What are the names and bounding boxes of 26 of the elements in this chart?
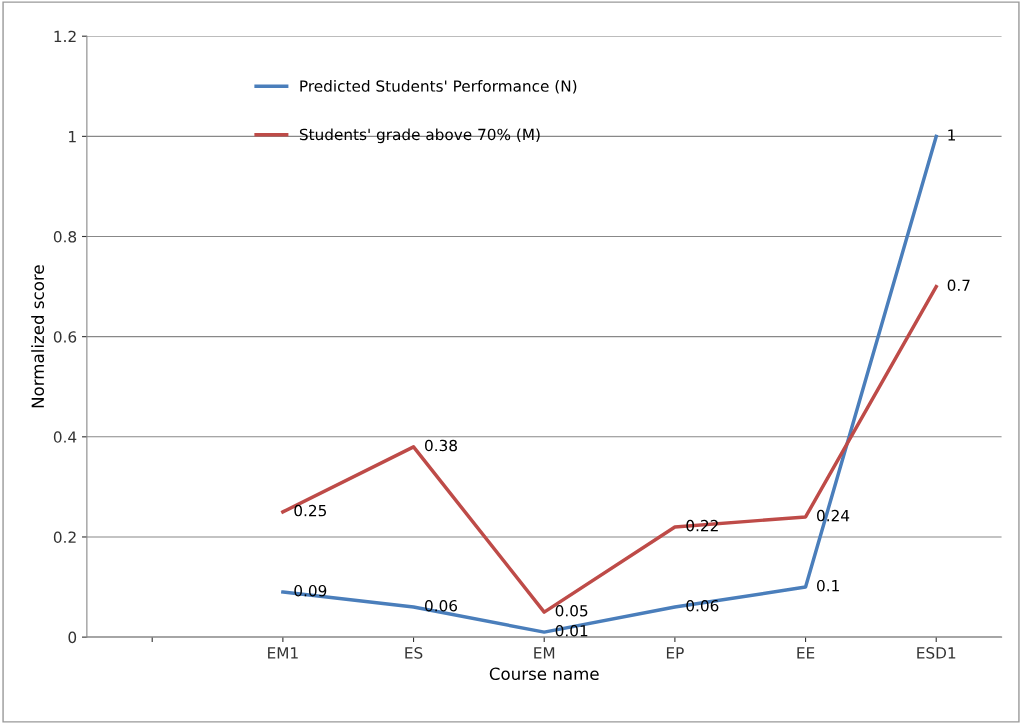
data-label: 0.05: [555, 604, 588, 617]
x-tick-label: EM1: [268, 647, 298, 659]
data-label: 0.09: [294, 584, 327, 597]
x-tick-label: EE: [797, 647, 815, 659]
legend-label: Predicted Students' Performance (N): [300, 80, 577, 94]
x-tick-label: EP: [666, 647, 684, 659]
data-label: 0.25: [294, 504, 327, 517]
x-axis-title: Course name: [489, 667, 599, 681]
data-label: 0.06: [425, 599, 458, 612]
y-axis-title: Normalized score: [31, 265, 45, 408]
data-label: 0.7: [947, 279, 970, 292]
data-label: 0.38: [425, 439, 457, 452]
y-tick-label: 0.4: [53, 431, 77, 443]
y-tick-label: 0.2: [53, 531, 76, 543]
y-tick-label: 0.8: [53, 230, 77, 243]
y-tick-label: 0.6: [53, 331, 77, 343]
x-tick-label: ESD1: [917, 647, 956, 659]
y-tick-label: 1: [69, 131, 76, 143]
x-tick-label: ES: [405, 647, 423, 659]
y-tick-label: 0: [68, 631, 77, 644]
data-label: 1: [948, 129, 955, 141]
x-tick-label: EM: [534, 647, 555, 659]
legend-label: Students' grade above 70% (M): [299, 128, 540, 144]
y-tick-label: 1.2: [54, 30, 76, 42]
data-label: 0.01: [555, 624, 588, 637]
data-label: 0.1: [817, 579, 839, 592]
